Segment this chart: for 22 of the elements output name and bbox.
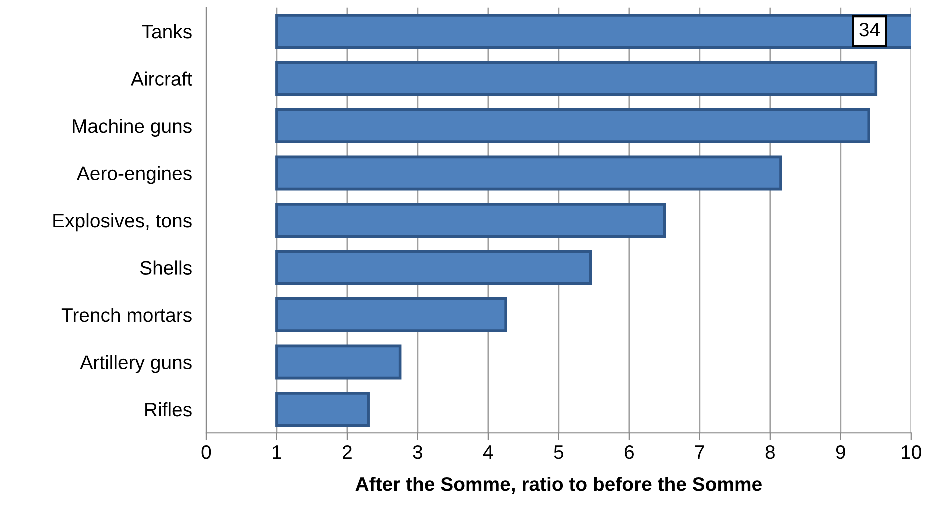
y-tick-label: Aero-engines: [76, 166, 192, 184]
y-tick-label: Trench mortars: [62, 308, 192, 322]
data-label: 34: [860, 22, 880, 37]
x-tick-label: 1: [273, 446, 282, 460]
y-tick-label: Aircraft: [131, 72, 192, 86]
x-tick-label: 6: [625, 445, 634, 460]
x-tick-label: 8: [766, 445, 775, 460]
x-tick-label: 9: [836, 445, 846, 460]
x-tick-label: 7: [696, 446, 704, 460]
y-tick-label: Tanks: [142, 24, 192, 39]
y-tick-label: Rifles: [146, 402, 192, 417]
x-tick-label: 0: [202, 445, 212, 460]
x-tick-label: 2: [343, 445, 352, 460]
x-tick-label: 10: [902, 445, 922, 460]
y-tick-label: Machine guns: [73, 118, 192, 138]
x-tick-label: 5: [554, 446, 564, 460]
x-tick-label: 3: [413, 445, 422, 460]
y-tick-label: Artillery guns: [80, 355, 192, 374]
y-tick-label: Explosives, tons: [54, 213, 192, 232]
y-tick-label: Shells: [140, 260, 192, 275]
x-axis-title: After the Somme, ratio to before the Somme: [356, 476, 762, 494]
x-tick-label: 4: [483, 446, 494, 460]
